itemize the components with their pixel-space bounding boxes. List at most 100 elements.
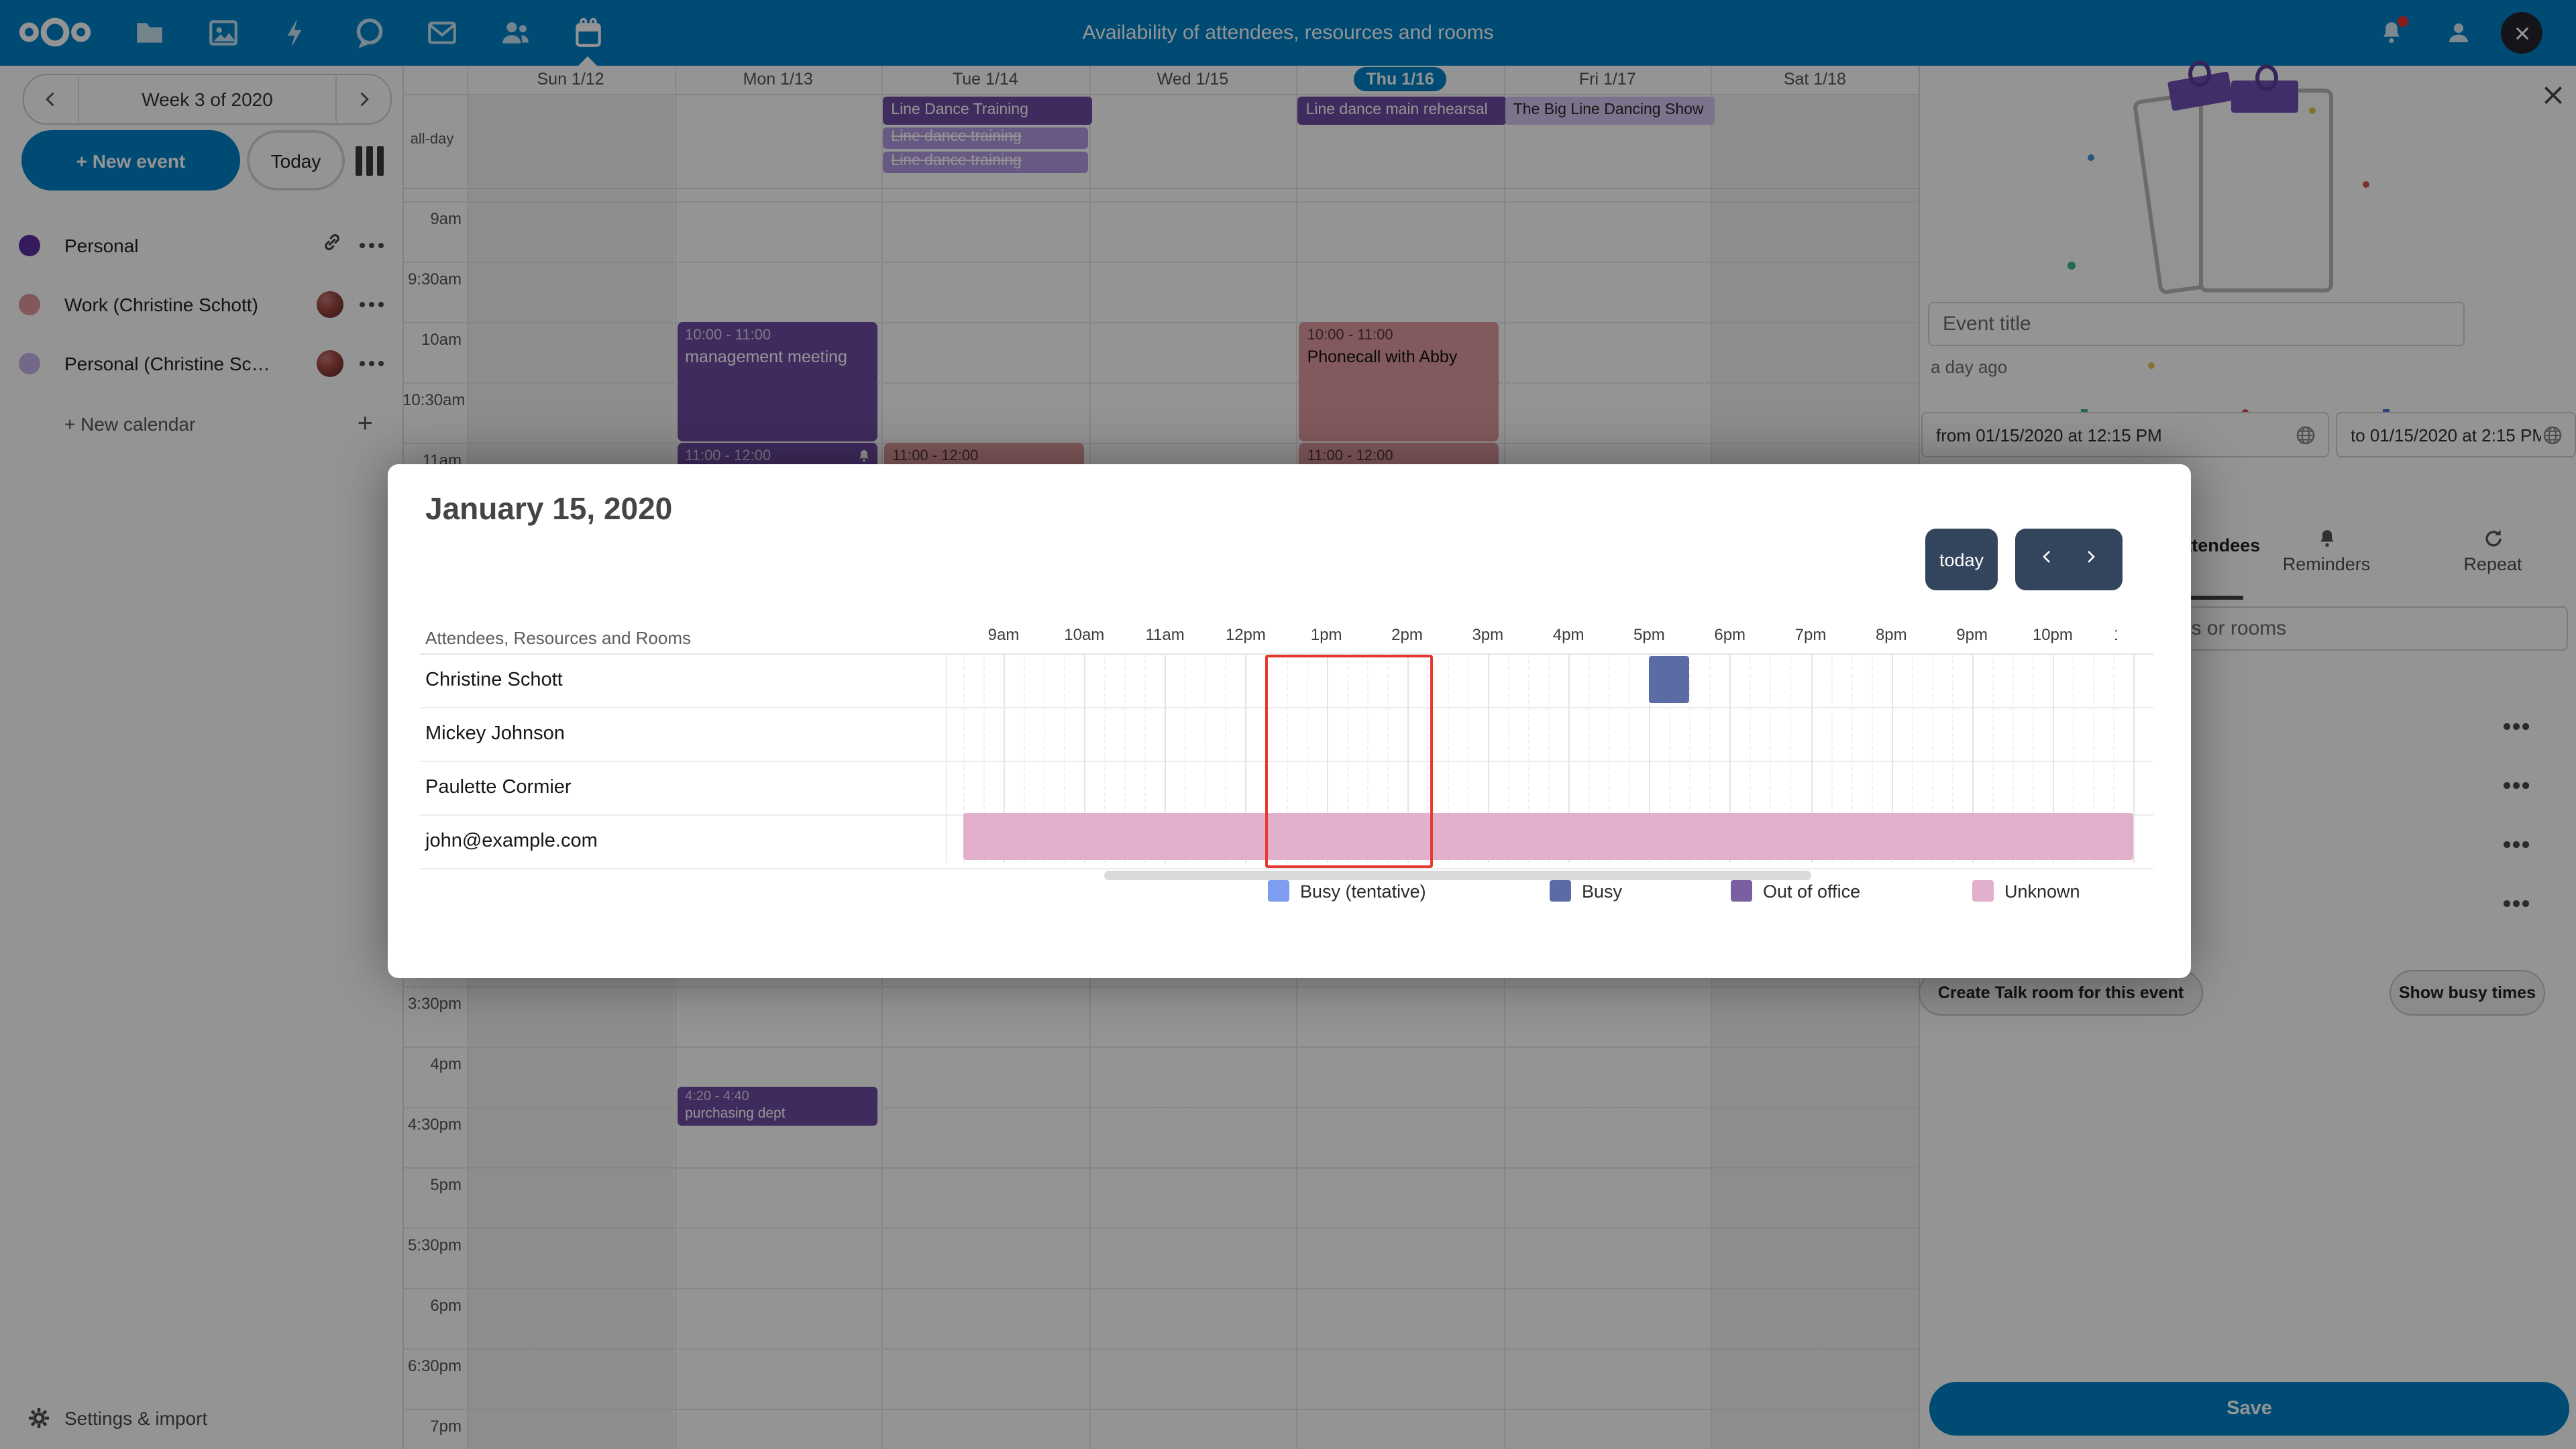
timeline-hours: 9am 10am 11am 12pm 1pm 2pm 3pm 4pm 5pm 6pm 7pm 8pm 9… [961, 620, 2117, 652]
allday-divider [402, 188, 1919, 189]
calendar-list-item[interactable]: Personal (Christine Scho… [0, 337, 402, 390]
timeline-grid-line [1548, 653, 1550, 863]
show-busy-times-button[interactable]: Show busy times [2390, 970, 2545, 1016]
timeline-hour-label: 5pm [1633, 625, 1665, 644]
next-day-button[interactable] [2082, 547, 2098, 572]
timeline-grid-line [1407, 653, 1409, 863]
nextcloud-logo[interactable] [16, 12, 94, 52]
attendee-menu-button[interactable] [2504, 900, 2528, 906]
timezone-globe-icon[interactable] [2541, 423, 2564, 446]
time-gutter-label: 9:30am [407, 270, 462, 288]
timeline-grid-line [1467, 653, 1469, 863]
timeline-grid-line [1306, 653, 1308, 863]
calendar-menu-button[interactable] [359, 360, 384, 367]
today-button[interactable]: Today [247, 130, 345, 191]
day-header[interactable]: Sat 1/18 [1783, 70, 1846, 89]
calendar-event[interactable]: 10:00 - 11:00 Phonecall with Abby [1299, 322, 1499, 441]
timeline-hour-label: 2pm [1391, 625, 1423, 644]
tab-repeat[interactable]: Repeat [2439, 527, 2546, 574]
talk-icon[interactable] [352, 16, 386, 50]
modal-today-button[interactable]: today [1925, 529, 1998, 590]
user-avatar[interactable] [2501, 12, 2542, 54]
calendar-list-item[interactable]: Work (Christine Schott) [0, 278, 402, 331]
time-gutter-label: 4pm [430, 1055, 462, 1073]
day-header[interactable]: Sun 1/12 [537, 70, 604, 89]
selected-timeslot-outline[interactable] [1265, 655, 1433, 868]
grid-line [402, 1288, 1919, 1289]
contacts-menu-icon[interactable] [2445, 19, 2473, 47]
timeline-grid-line [1245, 653, 1247, 863]
save-button[interactable]: Save [1929, 1382, 2569, 1436]
timeline-grid-line [1831, 653, 1833, 863]
allday-event[interactable]: Line dance main rehearsal [1297, 97, 1507, 125]
legend-item: Out of office [1731, 880, 1860, 902]
mail-icon[interactable] [425, 16, 459, 50]
divider [335, 76, 337, 122]
allday-event[interactable]: Line dance training [883, 127, 1089, 149]
previous-day-button[interactable] [2039, 547, 2055, 572]
calendar-event[interactable]: 10:00 - 11:00 management meeting [677, 322, 877, 441]
week-label[interactable]: Week 3 of 2020 [142, 89, 273, 110]
day-header[interactable]: Thu 1/16 [1297, 66, 1504, 94]
next-week-button[interactable] [337, 76, 390, 122]
day-header[interactable]: Mon 1/13 [743, 70, 813, 89]
timeline-grid-line [1044, 653, 1046, 863]
timeline-grid-line [1811, 653, 1812, 863]
attendee-menu-button[interactable] [2504, 723, 2528, 729]
timeline-scrollbar[interactable] [1104, 871, 1811, 880]
grid-line [402, 1228, 1919, 1229]
grid-line [402, 322, 1919, 323]
attendee-menu-button[interactable] [2504, 841, 2528, 847]
gear-icon [27, 1406, 51, 1430]
calendar-event[interactable]: 4:20 - 4:40 purchasing dept [677, 1087, 877, 1126]
calendar-color-dot [19, 235, 40, 256]
grid-line [402, 1167, 1919, 1169]
unknown-block [963, 813, 2134, 860]
all-day-label: all-day [410, 131, 454, 148]
timeline-grid-line [1004, 653, 1005, 863]
allday-event[interactable]: Line dance training [883, 152, 1089, 173]
legend-item: Busy (tentative) [1268, 880, 1426, 902]
share-link-icon[interactable] [320, 231, 343, 260]
event-start-field[interactable]: from 01/15/2020 at 12:15 PM [1921, 412, 2329, 458]
new-event-button[interactable]: + New event [21, 130, 240, 191]
close-icon[interactable] [2540, 82, 2567, 109]
photos-icon[interactable] [206, 16, 239, 50]
timeline-grid-line [1609, 653, 1611, 863]
event-end-field[interactable]: to 01/15/2020 at 2:15 PM [2336, 412, 2576, 458]
allday-event[interactable]: Line Dance Training [883, 97, 1093, 125]
active-tab-underline [2190, 596, 2243, 600]
availability-timeline[interactable] [961, 653, 2147, 863]
timeline-hour-label: 6pm [1714, 625, 1746, 644]
timeline-grid-line [1387, 653, 1389, 863]
availability-modal: January 15, 2020 today Attendees, Resour… [388, 464, 2191, 978]
activity-icon[interactable] [279, 16, 313, 50]
timeline-hour-label: 4pm [1552, 625, 1585, 644]
tab-reminders[interactable]: Reminders [2273, 527, 2380, 574]
files-icon[interactable] [133, 16, 166, 50]
timeline-grid-line [1104, 653, 1106, 863]
day-header[interactable]: Wed 1/15 [1157, 70, 1229, 89]
week-view-icon[interactable] [356, 146, 384, 176]
settings-import-button[interactable]: Settings & import [0, 1398, 402, 1438]
calendar-menu-button[interactable] [359, 242, 384, 249]
calendar-list-item[interactable]: Personal [0, 219, 402, 272]
day-header[interactable]: Tue 1/14 [952, 70, 1018, 89]
notifications-bell-icon[interactable] [2377, 16, 2408, 47]
timeline-grid-line [1286, 653, 1288, 863]
timeline-grid-line [1770, 653, 1772, 863]
day-header[interactable]: Fri 1/17 [1578, 70, 1636, 89]
calendar-icon[interactable] [572, 16, 605, 50]
calendar-color-dot [19, 353, 40, 374]
calendar-menu-button[interactable] [359, 301, 384, 308]
divider [946, 653, 947, 863]
attendee-menu-button[interactable] [2504, 782, 2528, 788]
attendee-name: john@example.com [425, 830, 598, 852]
contacts-icon[interactable] [498, 16, 532, 50]
previous-week-button[interactable] [24, 76, 78, 122]
new-calendar-button[interactable]: + New calendar + [64, 409, 373, 438]
allday-event[interactable]: The Big Line Dancing Show [1505, 97, 1715, 125]
timezone-globe-icon[interactable] [2294, 423, 2317, 446]
time-gutter-label: 10:30am [402, 390, 466, 409]
event-title-input[interactable] [1928, 302, 2465, 346]
